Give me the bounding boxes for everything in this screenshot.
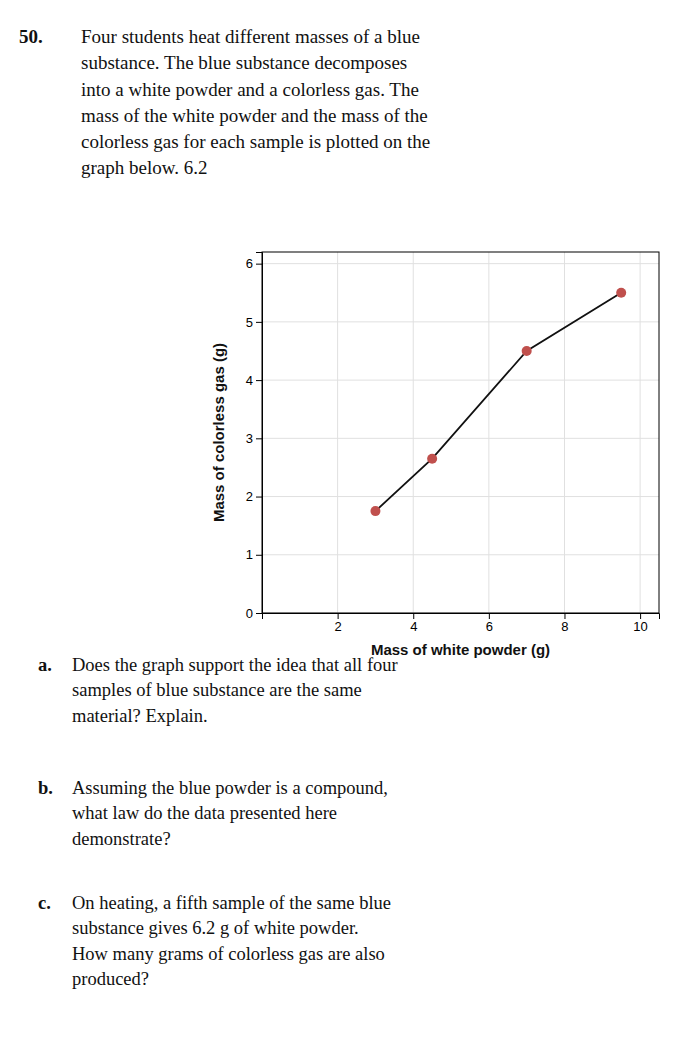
question-body: Assuming the blue powder is a compound, w… bbox=[72, 778, 388, 849]
y-tick-label: 4 bbox=[246, 373, 253, 388]
text-line: How many grams of colorless gas are also bbox=[72, 944, 385, 964]
y-axis: 0 1 2 3 4 5 6 bbox=[246, 253, 263, 621]
text-line: mass of the white powder and the mass of… bbox=[81, 105, 428, 126]
y-tick-label: 6 bbox=[246, 256, 253, 271]
x-tick-label: 4 bbox=[410, 619, 417, 634]
text-line: graph below. 6.2 bbox=[81, 157, 207, 178]
y-tick: 3 bbox=[246, 431, 262, 446]
chart: 2 4 6 8 10 0 1 2 3 4 5 6 Mass of white powder (g) Mas… bbox=[210, 252, 660, 658]
text-line: Four students heat different masses of a… bbox=[81, 26, 420, 47]
question-label: b. bbox=[38, 778, 53, 798]
y-tick: 2 bbox=[246, 489, 262, 504]
x-tick: 8 bbox=[561, 613, 568, 634]
grid-line-y bbox=[262, 554, 659, 555]
grid-line-y bbox=[262, 263, 659, 264]
y-tick-label: 0 bbox=[246, 606, 253, 621]
text-line: 50. bbox=[19, 26, 43, 47]
grid-line-y bbox=[262, 321, 659, 322]
y-tick: 4 bbox=[246, 373, 262, 388]
x-tick: 6 bbox=[486, 613, 493, 634]
question-label: 50. bbox=[19, 26, 43, 47]
x-tick: 10 bbox=[633, 613, 647, 634]
x-tick-mark bbox=[338, 613, 339, 619]
grid-line-y bbox=[262, 438, 659, 439]
data-point bbox=[370, 506, 380, 516]
grid-line-y bbox=[262, 380, 659, 381]
y-tick-mark bbox=[256, 438, 262, 439]
y-axis-title: Mass of colorless gas (g) bbox=[210, 343, 227, 522]
y-tick-label: 2 bbox=[246, 489, 253, 504]
grid-line-x bbox=[640, 252, 641, 613]
text-line: On heating, a fifth sample of the same b… bbox=[72, 893, 391, 913]
grid bbox=[262, 252, 659, 613]
x-tick-mark bbox=[489, 613, 490, 619]
x-tick-label: 6 bbox=[486, 619, 493, 634]
text-line: colorless gas for each sample is plotted… bbox=[81, 131, 430, 152]
x-axis-title: Mass of white powder (g) bbox=[371, 641, 550, 658]
page: 50. Four students heat different masses o… bbox=[0, 0, 690, 1048]
data-point bbox=[427, 454, 437, 464]
text-line: produced? bbox=[72, 969, 149, 989]
x-tick-label: 10 bbox=[633, 619, 647, 634]
y-tick-mark bbox=[256, 497, 262, 498]
question-label: c. bbox=[38, 893, 51, 913]
text-line: c. bbox=[38, 893, 51, 913]
y-tick-mark bbox=[256, 555, 262, 556]
y-tick-mark bbox=[256, 380, 262, 381]
y-tick-mark bbox=[256, 322, 262, 323]
y-tick: 5 bbox=[246, 315, 262, 330]
grid-line-x bbox=[337, 252, 338, 613]
question-body: Does the graph support the idea that all… bbox=[72, 655, 398, 726]
x-axis-line bbox=[263, 614, 660, 620]
grid-line-x bbox=[488, 252, 489, 613]
x-tick-label: 2 bbox=[335, 619, 342, 634]
text-line: demonstrate? bbox=[72, 829, 171, 849]
data-line bbox=[375, 293, 621, 511]
text-line: into a white powder and a colorless gas.… bbox=[81, 79, 419, 100]
text-line: what law do the data presented here bbox=[72, 803, 337, 823]
text-line: material? Explain. bbox=[72, 706, 208, 726]
x-tick-mark bbox=[413, 613, 414, 619]
y-tick-label: 1 bbox=[246, 547, 253, 562]
y-tick-mark bbox=[256, 264, 262, 265]
x-tick-mark bbox=[640, 613, 641, 619]
text-line: Does the graph support the idea that all… bbox=[72, 655, 398, 675]
y-tick: 0 bbox=[246, 606, 262, 621]
text-line: substance gives 6.2 g of white powder. bbox=[72, 918, 359, 938]
data-marks bbox=[370, 288, 626, 516]
plot-frame bbox=[262, 252, 659, 613]
grid-line-x bbox=[413, 252, 414, 613]
y-tick-label: 5 bbox=[246, 315, 253, 330]
data-point bbox=[616, 288, 626, 298]
y-axis-line bbox=[256, 253, 263, 614]
question-body: Four students heat different masses of a… bbox=[81, 26, 430, 178]
x-axis: 2 4 6 8 10 bbox=[263, 613, 660, 634]
text-line: a. bbox=[38, 655, 52, 675]
question-text: 50. Four students heat different masses o… bbox=[19, 26, 430, 989]
y-tick-mark bbox=[256, 613, 262, 614]
question-body: On heating, a fifth sample of the same b… bbox=[72, 893, 391, 990]
x-tick-mark bbox=[564, 613, 565, 619]
x-tick: 2 bbox=[335, 613, 342, 634]
grid-line-y bbox=[262, 496, 659, 497]
question-label: a. bbox=[38, 655, 52, 675]
x-tick: 4 bbox=[410, 613, 417, 634]
text-line: Assuming the blue powder is a compound, bbox=[72, 778, 388, 798]
data-point bbox=[522, 346, 532, 356]
y-tick: 1 bbox=[246, 547, 262, 562]
y-tick-label: 3 bbox=[246, 431, 253, 446]
x-tick-label: 8 bbox=[561, 619, 568, 634]
grid-line-x bbox=[564, 252, 565, 613]
text-line: b. bbox=[38, 778, 53, 798]
text-line: substance. The blue substance decomposes bbox=[81, 52, 407, 73]
text-line: samples of blue substance are the same bbox=[72, 680, 362, 700]
y-tick: 6 bbox=[246, 256, 262, 271]
